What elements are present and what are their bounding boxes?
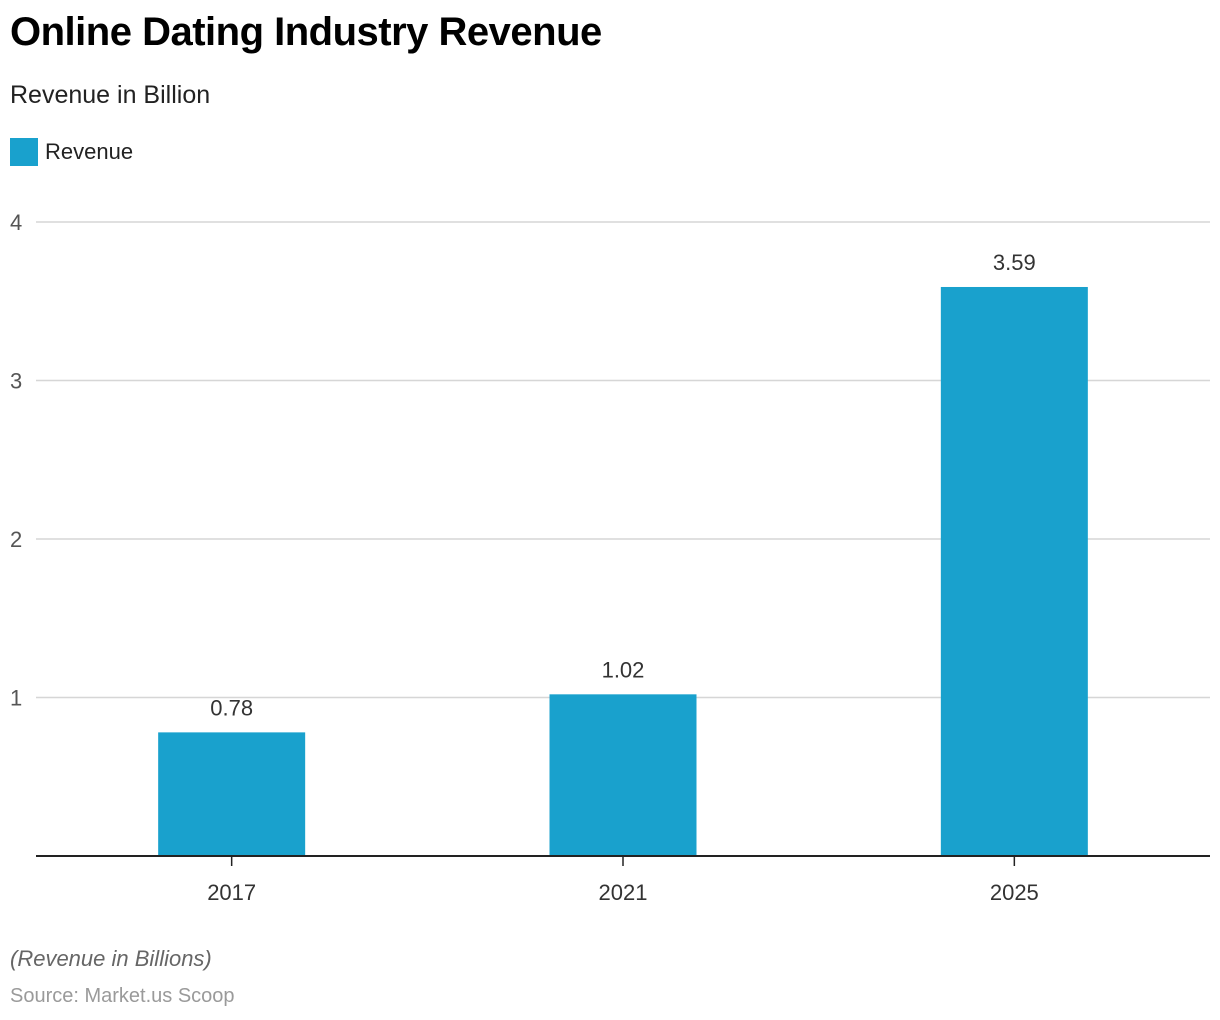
x-tick-label: 2017	[207, 880, 256, 905]
x-axis	[36, 855, 1210, 866]
y-tick-label: 1	[10, 686, 22, 711]
bar	[158, 732, 306, 856]
legend-swatch	[10, 138, 38, 166]
chart-title: Online Dating Industry Revenue	[10, 10, 602, 54]
y-tick-labels: 1 2 3 4	[10, 210, 22, 711]
y-tick-label: 2	[10, 527, 22, 552]
footnote: (Revenue in Billions)	[10, 946, 212, 971]
bar	[549, 694, 697, 856]
bars	[158, 286, 1088, 856]
bar-value-labels: 0.78 1.02 3.59	[210, 250, 1035, 720]
bar	[940, 286, 1088, 856]
bar-value-label: 0.78	[210, 695, 253, 720]
legend-label: Revenue	[45, 139, 134, 164]
bar-value-label: 3.59	[993, 250, 1036, 275]
x-tick-label: 2025	[990, 880, 1039, 905]
legend: Revenue	[10, 138, 133, 166]
source-credit: Source: Market.us Scoop	[10, 985, 235, 1007]
bar-value-label: 1.02	[602, 657, 645, 682]
x-tick-label: 2021	[599, 880, 648, 905]
y-tick-label: 4	[10, 210, 22, 235]
y-tick-label: 3	[10, 369, 22, 394]
chart-subtitle: Revenue in Billion	[10, 81, 211, 109]
x-tick-labels: 2017 2021 2025	[207, 880, 1039, 905]
